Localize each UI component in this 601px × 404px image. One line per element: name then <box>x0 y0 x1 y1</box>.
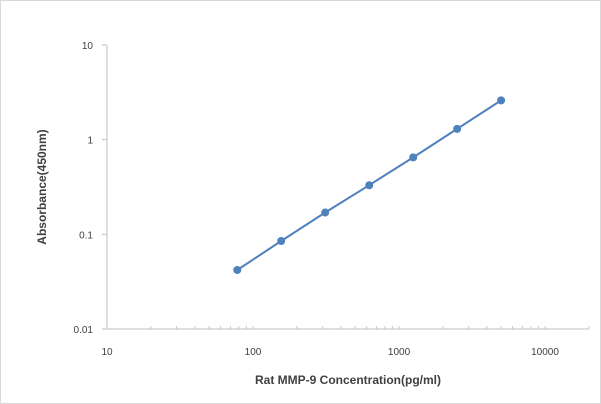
y-tick-label: 1 <box>87 136 93 147</box>
data-point <box>277 237 286 246</box>
x-axis-title: Rat MMP-9 Concentration(pg/ml) <box>255 373 441 387</box>
data-point <box>497 96 506 105</box>
data-point <box>453 124 462 133</box>
data-points <box>233 96 506 274</box>
y-axis-title: Absorbance(450nm) <box>35 129 49 244</box>
x-tick-label: 100 <box>245 347 262 358</box>
y-tick-labels: 0.01 0.1 1 10 <box>74 41 107 336</box>
x-tick-label: 10000 <box>531 347 559 358</box>
y-tick-label: 0.1 <box>79 230 93 241</box>
data-point <box>233 265 242 274</box>
data-point <box>409 153 418 162</box>
y-tick-label: 0.01 <box>74 325 94 336</box>
y-tick-label: 10 <box>82 41 94 52</box>
x-tick-label: 1000 <box>388 347 411 358</box>
x-tick-labels: 10 100 1000 10000 <box>101 347 559 358</box>
x-tick-label: 10 <box>101 347 113 358</box>
data-point <box>321 208 330 217</box>
data-point <box>365 181 374 190</box>
